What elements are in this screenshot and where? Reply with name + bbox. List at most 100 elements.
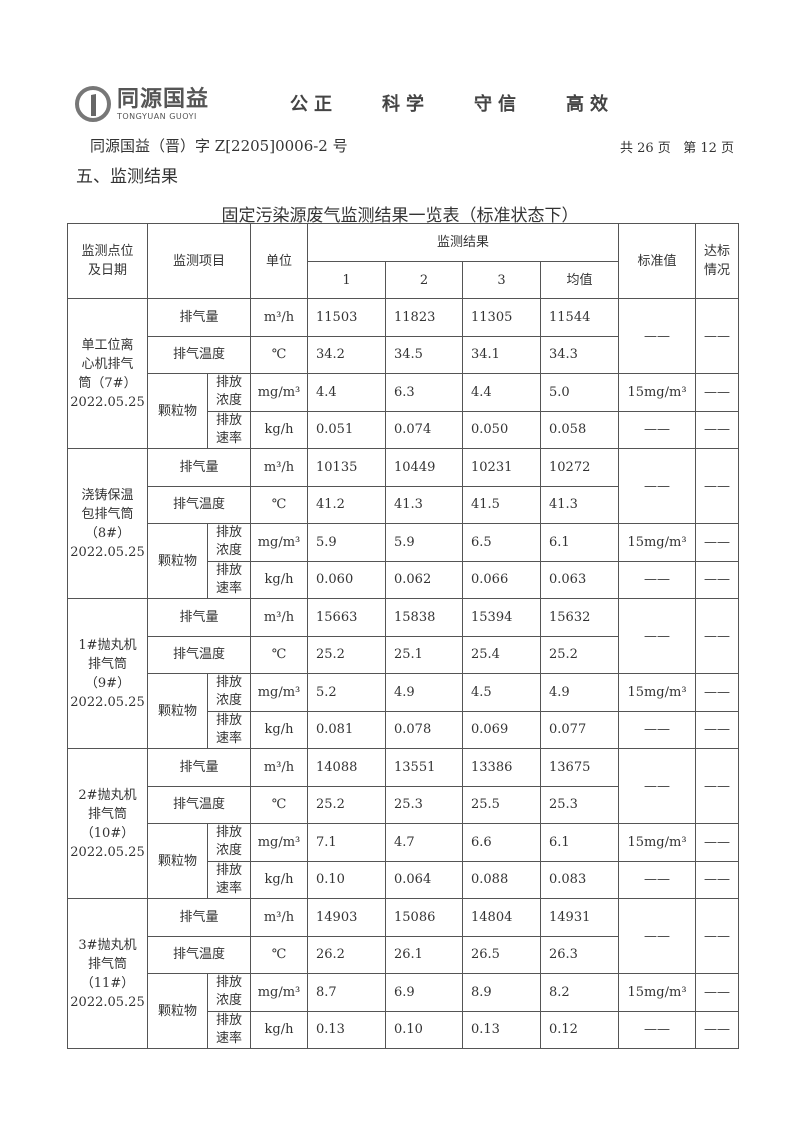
sub-item-cell: 排放 浓度	[207, 973, 251, 1012]
sub-item-cell: 排放 速率	[207, 410, 251, 449]
unit-cell: mg/m³	[250, 823, 308, 862]
value-cell: 0.13	[307, 1010, 386, 1049]
value-cell: 5.9	[307, 523, 386, 562]
value-cell: 0.10	[385, 1010, 463, 1049]
unit-cell: m³/h	[250, 298, 308, 337]
value-cell: 0.060	[307, 560, 386, 599]
value-cell: 14804	[462, 898, 541, 937]
value-cell: 0.050	[462, 410, 541, 449]
value-cell: 15394	[462, 598, 541, 637]
unit-cell: m³/h	[250, 748, 308, 787]
value-cell: 11544	[540, 298, 619, 337]
unit-cell: ℃	[250, 335, 308, 374]
value-cell: 0.077	[540, 710, 619, 749]
value-cell: 5.0	[540, 373, 619, 412]
header-col-mean: 均值	[540, 261, 619, 299]
value-cell: 26.3	[540, 935, 619, 974]
compliance-cell: ——	[695, 710, 739, 749]
value-cell: 0.13	[462, 1010, 541, 1049]
location-cell: 浇铸保温 包排气筒 （8#） 2022.05.25	[67, 448, 148, 599]
item-cell: 颗粒物	[147, 973, 208, 1049]
standard-cell: 15mg/m³	[618, 523, 696, 562]
results-table: 监测点位 及日期 监测项目 单位 监测结果 标准值 达标 情况 1 2 3 均值…	[67, 223, 739, 1049]
page-info: 共 26 页 第 12 页	[619, 141, 734, 156]
unit-cell: m³/h	[250, 898, 308, 937]
table-row: 浇铸保温 包排气筒 （8#） 2022.05.25 排气量 m³/h 10135 104…	[67, 448, 739, 599]
table-row: 排气温度 ℃ 34.2 34.5 34.1 34.3	[68, 335, 739, 374]
unit-cell: ℃	[250, 635, 308, 674]
unit-cell: mg/m³	[250, 973, 308, 1012]
value-cell: 4.4	[307, 373, 386, 412]
table-row: 3#抛丸机 排气筒 （11#） 2022.05.25 排气量 m³/h 14903 15…	[67, 898, 739, 1049]
slogan-item: 科学	[382, 94, 430, 115]
unit-cell: kg/h	[250, 710, 308, 749]
value-cell: 34.2	[307, 335, 386, 374]
value-cell: 15663	[307, 598, 386, 637]
value-cell: 0.064	[385, 860, 463, 899]
value-cell: 4.4	[462, 373, 541, 412]
value-cell: 13551	[385, 748, 463, 787]
value-cell: 5.9	[385, 523, 463, 562]
compliance-cell: ——	[695, 448, 739, 524]
header-standard: 标准值	[618, 223, 696, 299]
standard-cell: 15mg/m³	[618, 823, 696, 862]
value-cell: 11305	[462, 298, 541, 337]
header-location: 监测点位 及日期	[67, 223, 148, 299]
header-results: 监测结果	[307, 223, 619, 262]
compliance-cell: ——	[695, 373, 739, 412]
unit-cell: kg/h	[250, 1010, 308, 1049]
value-cell: 6.3	[385, 373, 463, 412]
item-cell: 排气温度	[147, 485, 251, 524]
table-row: 颗粒物 排放 浓度 mg/m³ 4.4 6.3 4.4 5.0 15mg/m³ ——	[68, 373, 739, 449]
value-cell: 4.7	[385, 823, 463, 862]
slogan-item: 公正	[290, 94, 338, 115]
value-cell: 4.9	[385, 673, 463, 712]
value-cell: 41.3	[385, 485, 463, 524]
value-cell: 0.12	[540, 1010, 619, 1049]
value-cell: 26.2	[307, 935, 386, 974]
sub-item-cell: 排放 速率	[207, 860, 251, 899]
value-cell: 0.063	[540, 560, 619, 599]
header-item: 监测项目	[147, 223, 251, 299]
table-row: 颗粒物 排放 浓度 mg/m³ 8.7 6.9 8.9 8.2 15mg/m³ ——	[68, 973, 739, 1049]
unit-cell: ℃	[250, 785, 308, 824]
value-cell: 25.2	[540, 635, 619, 674]
table-row: 排放 速率 kg/h 0.13 0.10 0.13 0.12 —— ——	[68, 1010, 739, 1049]
unit-cell: mg/m³	[250, 373, 308, 412]
value-cell: 25.3	[540, 785, 619, 824]
unit-cell: kg/h	[250, 410, 308, 449]
item-cell: 排气量	[147, 598, 251, 637]
value-cell: 4.5	[462, 673, 541, 712]
standard-cell: ——	[618, 598, 696, 674]
standard-cell: ——	[618, 748, 696, 824]
slogan-item: 守信	[474, 94, 522, 115]
logo-icon	[75, 86, 111, 122]
table-row: 排气温度 ℃ 25.2 25.1 25.4 25.2	[68, 635, 739, 674]
unit-cell: m³/h	[250, 598, 308, 637]
value-cell: 25.2	[307, 635, 386, 674]
unit-cell: kg/h	[250, 560, 308, 599]
table-row: 颗粒物 排放 浓度 mg/m³ 5.9 5.9 6.5 6.1 15mg/m³ ——	[68, 523, 739, 599]
standard-cell: 15mg/m³	[618, 373, 696, 412]
value-cell: 34.1	[462, 335, 541, 374]
item-cell: 排气量	[147, 898, 251, 937]
sub-item-cell: 排放 速率	[207, 710, 251, 749]
value-cell: 14931	[540, 898, 619, 937]
value-cell: 0.078	[385, 710, 463, 749]
unit-cell: mg/m³	[250, 673, 308, 712]
standard-cell: ——	[618, 448, 696, 524]
value-cell: 11503	[307, 298, 386, 337]
slogan: 公正 科学 守信 高效	[290, 90, 614, 116]
value-cell: 4.9	[540, 673, 619, 712]
item-cell: 颗粒物	[147, 823, 208, 899]
value-cell: 0.066	[462, 560, 541, 599]
item-cell: 排气量	[147, 448, 251, 487]
logo-name-cn: 同源国益	[117, 86, 210, 112]
value-cell: 14903	[307, 898, 386, 937]
value-cell: 0.10	[307, 860, 386, 899]
value-cell: 10449	[385, 448, 463, 487]
compliance-cell: ——	[695, 860, 739, 899]
header-col-3: 3	[462, 261, 541, 299]
value-cell: 0.069	[462, 710, 541, 749]
sub-item-cell: 排放 浓度	[207, 823, 251, 862]
